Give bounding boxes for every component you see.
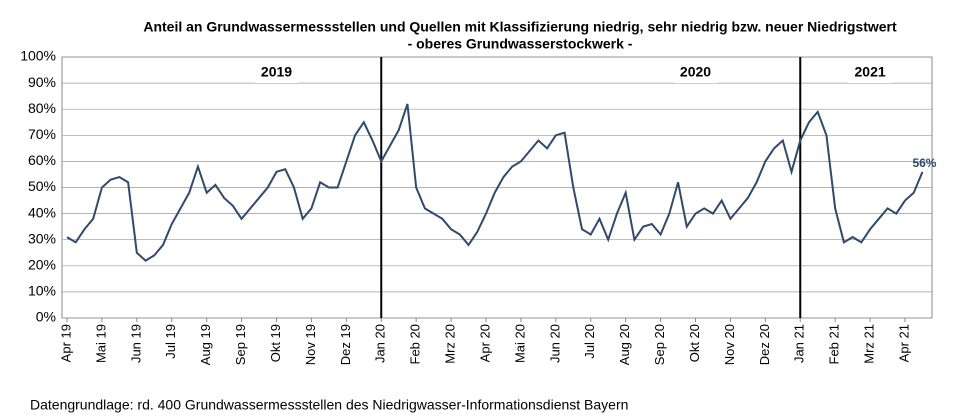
year-label: 2021: [855, 64, 886, 80]
year-label-bg: [848, 63, 893, 83]
x-tick-label: Apr 19: [58, 324, 73, 362]
x-tick-label: Apr 20: [477, 324, 492, 362]
y-tick-label: 70%: [28, 126, 56, 142]
x-tick-label: Nov 19: [303, 324, 318, 365]
y-tick-label: 50%: [28, 178, 56, 194]
y-tick-label: 90%: [28, 74, 56, 90]
x-tick-label: Jul 20: [582, 324, 597, 359]
x-tick-label: Feb 21: [827, 324, 842, 364]
value-label: 56%: [912, 156, 936, 170]
x-tick-label: Aug 20: [617, 324, 632, 365]
year-label: 2019: [261, 64, 292, 80]
year-label: 2020: [680, 64, 711, 80]
x-tick-label: Okt 20: [687, 324, 702, 362]
x-tick-label: Okt 19: [268, 324, 283, 362]
year-label-bg: [673, 63, 718, 83]
x-tick-label: Mai 20: [512, 324, 527, 363]
x-tick-label: Jun 20: [547, 324, 562, 363]
x-tick-label: Apr 21: [896, 324, 911, 362]
y-tick-label: 80%: [28, 100, 56, 116]
x-tick-label: Jan 20: [373, 324, 388, 363]
y-tick-label: 0%: [36, 309, 56, 325]
x-tick-label: Sep 20: [652, 324, 667, 365]
y-tick-label: 60%: [28, 152, 56, 168]
data-line: [66, 103, 924, 262]
x-tick-label: Jun 19: [128, 324, 143, 363]
chart-subtitle: - oberes Grundwasserstockwerk -: [408, 36, 633, 52]
y-tick-label: 30%: [28, 230, 56, 246]
y-tick-label: 20%: [28, 257, 56, 273]
x-tick-label: Mai 19: [93, 324, 108, 363]
x-tick-label: Dez 20: [757, 324, 772, 365]
x-tick-label: Mrz 21: [862, 324, 877, 364]
y-tick-label: 100%: [20, 48, 56, 64]
x-tick-label: Feb 20: [408, 324, 423, 364]
x-tick-label: Dez 19: [338, 324, 353, 365]
year-label-bg: [254, 63, 299, 83]
x-tick-label: Sep 19: [233, 324, 248, 365]
x-tick-label: Nov 20: [722, 324, 737, 365]
chart-title: Anteil an Grundwassermessstellen und Que…: [143, 19, 897, 35]
x-tick-label: Jan 21: [792, 324, 807, 363]
x-tick-label: Jul 19: [163, 324, 178, 359]
x-tick-label: Aug 19: [198, 324, 213, 365]
y-tick-label: 10%: [28, 283, 56, 299]
y-tick-label: 40%: [28, 204, 56, 220]
x-tick-label: Mrz 20: [443, 324, 458, 364]
source: Datengrundlage: rd. 400 Grundwassermesss…: [30, 397, 628, 413]
